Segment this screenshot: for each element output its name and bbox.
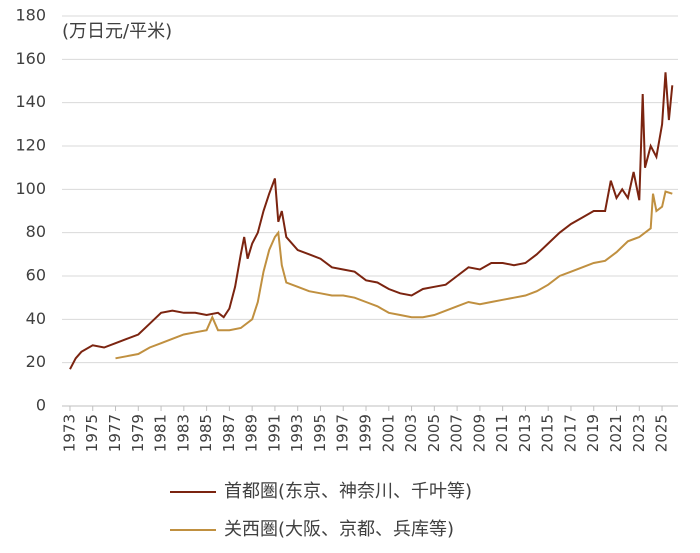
x-tick-label: 1987	[220, 414, 238, 452]
y-tick-label: 140	[15, 92, 46, 111]
y-tick-label: 120	[15, 136, 46, 155]
x-tick-label: 2019	[584, 414, 602, 452]
x-tick-label: 1975	[83, 414, 101, 452]
x-tick-label: 2009	[470, 414, 488, 452]
x-tick-label: 2015	[539, 414, 557, 452]
unit-label: (万日元/平米)	[62, 21, 172, 42]
legend-label: 关西圏(大阪、京都、兵库等)	[224, 519, 454, 540]
x-tick-label: 2025	[653, 414, 671, 452]
x-tick-label: 1973	[60, 414, 78, 452]
y-tick-label: 60	[26, 266, 46, 285]
x-tick-label: 1985	[197, 414, 215, 452]
y-tick-label: 80	[26, 222, 46, 241]
x-tick-label: 1997	[334, 414, 352, 452]
x-tick-label: 1983	[174, 414, 192, 452]
x-tick-label: 2021	[607, 414, 625, 452]
x-tick-label: 2017	[561, 414, 579, 452]
series-line	[115, 190, 673, 360]
x-tick-label: 1989	[243, 414, 261, 452]
legend-label: 首都圏(东京、神奈川、千叶等)	[224, 481, 472, 502]
x-tick-label: 1979	[129, 414, 147, 452]
y-tick-label: 0	[36, 396, 46, 415]
x-tick-label: 2001	[379, 414, 397, 452]
x-tick-label: 1999	[357, 414, 375, 452]
x-tick-label: 1977	[106, 414, 124, 452]
x-tick-label: 2003	[402, 414, 420, 452]
x-tick-label: 1981	[152, 414, 170, 452]
x-tick-label: 2023	[630, 414, 648, 452]
series-line	[69, 72, 674, 370]
x-tick-label: 2013	[516, 414, 534, 452]
x-tick-label: 1995	[311, 414, 329, 452]
y-tick-label: 100	[15, 179, 46, 198]
y-tick-label: 20	[26, 352, 46, 371]
y-tick-label: 180	[15, 6, 46, 25]
y-tick-label: 40	[26, 309, 46, 328]
x-tick-label: 2011	[493, 414, 511, 452]
x-tick-label: 1991	[265, 414, 283, 452]
x-tick-label: 2005	[425, 414, 443, 452]
x-tick-label: 1993	[288, 414, 306, 452]
y-tick-label: 160	[15, 49, 46, 68]
x-tick-label: 2007	[448, 414, 466, 452]
